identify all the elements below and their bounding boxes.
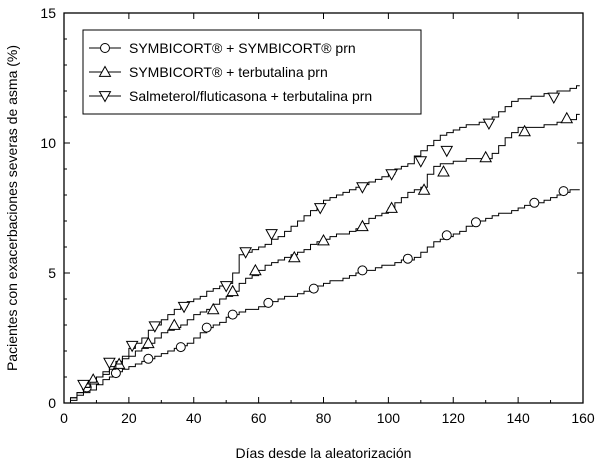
data-point	[402, 253, 413, 264]
data-point	[287, 250, 301, 263]
y-tick-label: 10	[40, 135, 56, 151]
series-line	[64, 113, 580, 404]
y-axis-title: Pacientes con exacerbaciones severas de …	[4, 45, 20, 371]
data-point	[482, 118, 496, 131]
x-tick-label: 40	[186, 410, 202, 426]
data-point	[141, 336, 155, 349]
x-tick-label: 20	[121, 410, 137, 426]
data-point	[103, 357, 116, 370]
series-line	[64, 189, 580, 404]
x-axis-title: Días desde la aleatorización	[236, 445, 412, 461]
data-point	[227, 309, 238, 320]
data-point	[547, 92, 561, 105]
data-point	[529, 197, 540, 208]
legend-entry: SYMBICORT® + terbutalina prn	[129, 64, 328, 80]
legend-marker	[98, 91, 112, 103]
data-point	[263, 297, 274, 308]
data-point	[417, 183, 431, 195]
data-point	[167, 318, 181, 330]
data-point	[265, 229, 278, 241]
data-point	[440, 145, 454, 158]
data-point	[313, 203, 327, 215]
data-point	[441, 230, 452, 241]
x-tick-label: 140	[506, 410, 530, 426]
series-2	[64, 85, 580, 404]
data-point	[175, 342, 186, 353]
data-point	[437, 165, 450, 177]
data-point	[148, 321, 162, 333]
data-point	[239, 247, 252, 259]
series-1	[64, 111, 580, 404]
data-point	[356, 182, 369, 194]
data-point	[308, 283, 319, 294]
y-tick-label: 15	[40, 5, 56, 21]
x-tick-label: 0	[60, 410, 68, 426]
series-line	[64, 85, 580, 404]
data-point	[560, 111, 574, 124]
series-0	[64, 186, 580, 404]
data-point	[125, 340, 139, 353]
data-point	[219, 281, 233, 293]
legend-entry: Salmeterol/fluticasona + terbutalina prn	[129, 88, 372, 104]
legend-marker	[100, 43, 110, 53]
data-point	[77, 379, 90, 392]
data-point	[414, 156, 428, 168]
data-point	[226, 284, 240, 297]
data-point	[356, 219, 369, 232]
x-tick-label: 120	[442, 410, 466, 426]
data-point	[249, 263, 262, 276]
data-point	[206, 302, 220, 315]
legend-box	[82, 29, 422, 115]
data-point	[201, 322, 212, 333]
data-point	[110, 368, 121, 379]
data-point	[317, 233, 330, 246]
data-point	[385, 201, 398, 213]
data-point	[479, 150, 493, 163]
legend-entry: SYMBICORT® + SYMBICORT® prn	[129, 40, 356, 56]
x-tick-label: 80	[316, 410, 332, 426]
data-point	[470, 217, 481, 228]
data-point	[177, 301, 191, 314]
legend-marker	[98, 65, 112, 77]
x-tick-label: 60	[251, 410, 267, 426]
y-tick-label: 5	[48, 265, 56, 281]
data-point	[143, 353, 154, 364]
series-layer	[64, 85, 580, 404]
axes: 0 20 40 60 80 100 120 140 160 0 5 10 15	[40, 5, 594, 426]
y-tick-label: 0	[48, 395, 56, 411]
data-point	[558, 186, 569, 197]
data-point	[385, 169, 398, 181]
x-tick-label: 160	[571, 410, 595, 426]
data-point	[518, 124, 531, 137]
x-tick-label: 100	[377, 410, 401, 426]
data-point	[357, 265, 368, 276]
legend: SYMBICORT® + SYMBICORT® prn SYMBICORT® + …	[82, 29, 422, 115]
data-point	[112, 357, 126, 369]
